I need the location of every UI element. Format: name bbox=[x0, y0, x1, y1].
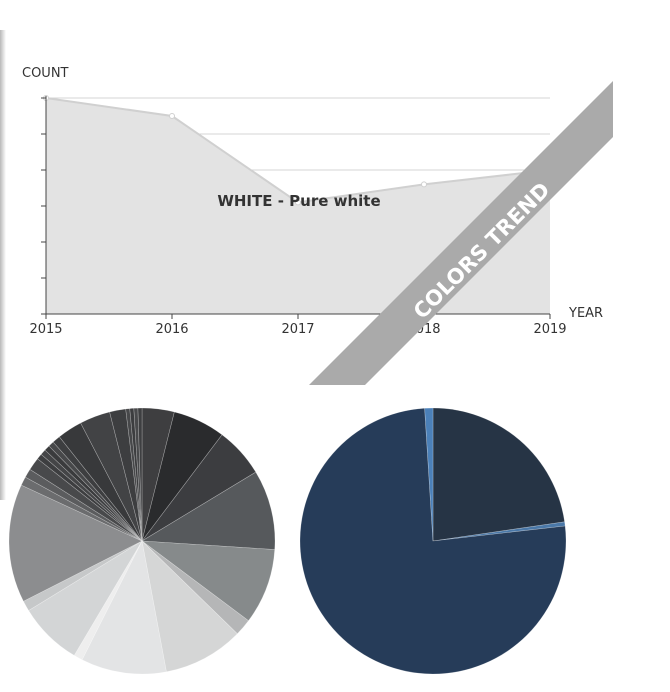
pie-slice-6 bbox=[141, 540, 249, 635]
x-axis-label: YEAR bbox=[568, 306, 603, 321]
pie-slice-21 bbox=[58, 422, 143, 542]
pie-slice-14 bbox=[24, 468, 143, 542]
pie-slice-9 bbox=[73, 540, 143, 661]
pie-slice-2 bbox=[432, 521, 566, 542]
pie-slice-20 bbox=[52, 436, 143, 542]
axis-ticks: 2015 2016 2017 2018 2019 bbox=[29, 97, 567, 337]
pie-slice-12 bbox=[8, 484, 143, 602]
x-tick-label: 2019 bbox=[533, 322, 566, 337]
pie-slice-24 bbox=[125, 408, 143, 542]
pie-slice-26 bbox=[133, 407, 143, 542]
pie-slice-10 bbox=[28, 540, 143, 656]
series-annotation: WHITE - Pure white bbox=[217, 192, 380, 210]
pie-slice-3 bbox=[141, 434, 257, 542]
pie-slice-1 bbox=[141, 407, 175, 542]
area-chart: 2015 2016 2017 2018 2019 COUNT YEAR WHITE - … bbox=[22, 66, 613, 385]
pie-slice-17 bbox=[40, 449, 143, 542]
pie-slice-8 bbox=[81, 540, 167, 675]
page-edge-shadow bbox=[0, 30, 6, 500]
pie-slice-18 bbox=[44, 445, 143, 542]
data-point-2018 bbox=[421, 181, 427, 188]
x-tick-label: 2016 bbox=[155, 322, 188, 337]
pie-slice-2 bbox=[141, 411, 223, 542]
data-point-2017 bbox=[295, 199, 301, 206]
pie-slice-16 bbox=[37, 453, 143, 542]
ribbon-band bbox=[309, 81, 613, 385]
pie-slice-11 bbox=[23, 540, 143, 611]
pie-chart-blues bbox=[299, 407, 567, 675]
pie-slice-4 bbox=[424, 407, 434, 542]
x-tick-label: 2017 bbox=[281, 322, 314, 337]
data-point-2016 bbox=[169, 113, 175, 119]
pie-slice-19 bbox=[48, 441, 143, 542]
pie-chart-grays bbox=[8, 407, 276, 675]
pie-slice-15 bbox=[29, 458, 143, 542]
area-series-fill bbox=[46, 98, 550, 314]
pie-slice-25 bbox=[129, 407, 143, 542]
y-axis-label: COUNT bbox=[22, 66, 69, 81]
pie-slice-27 bbox=[137, 407, 143, 542]
pie-slice-22 bbox=[80, 411, 143, 542]
pie-slice-13 bbox=[20, 476, 143, 542]
pie-slice-5 bbox=[141, 540, 276, 622]
x-tick-label: 2015 bbox=[29, 322, 62, 337]
pie-slice-1 bbox=[432, 407, 565, 542]
pie-slice-23 bbox=[109, 408, 143, 542]
pie-slice-7 bbox=[141, 540, 238, 673]
pie-slice-3 bbox=[299, 407, 567, 675]
pie-slice-4 bbox=[141, 471, 276, 550]
